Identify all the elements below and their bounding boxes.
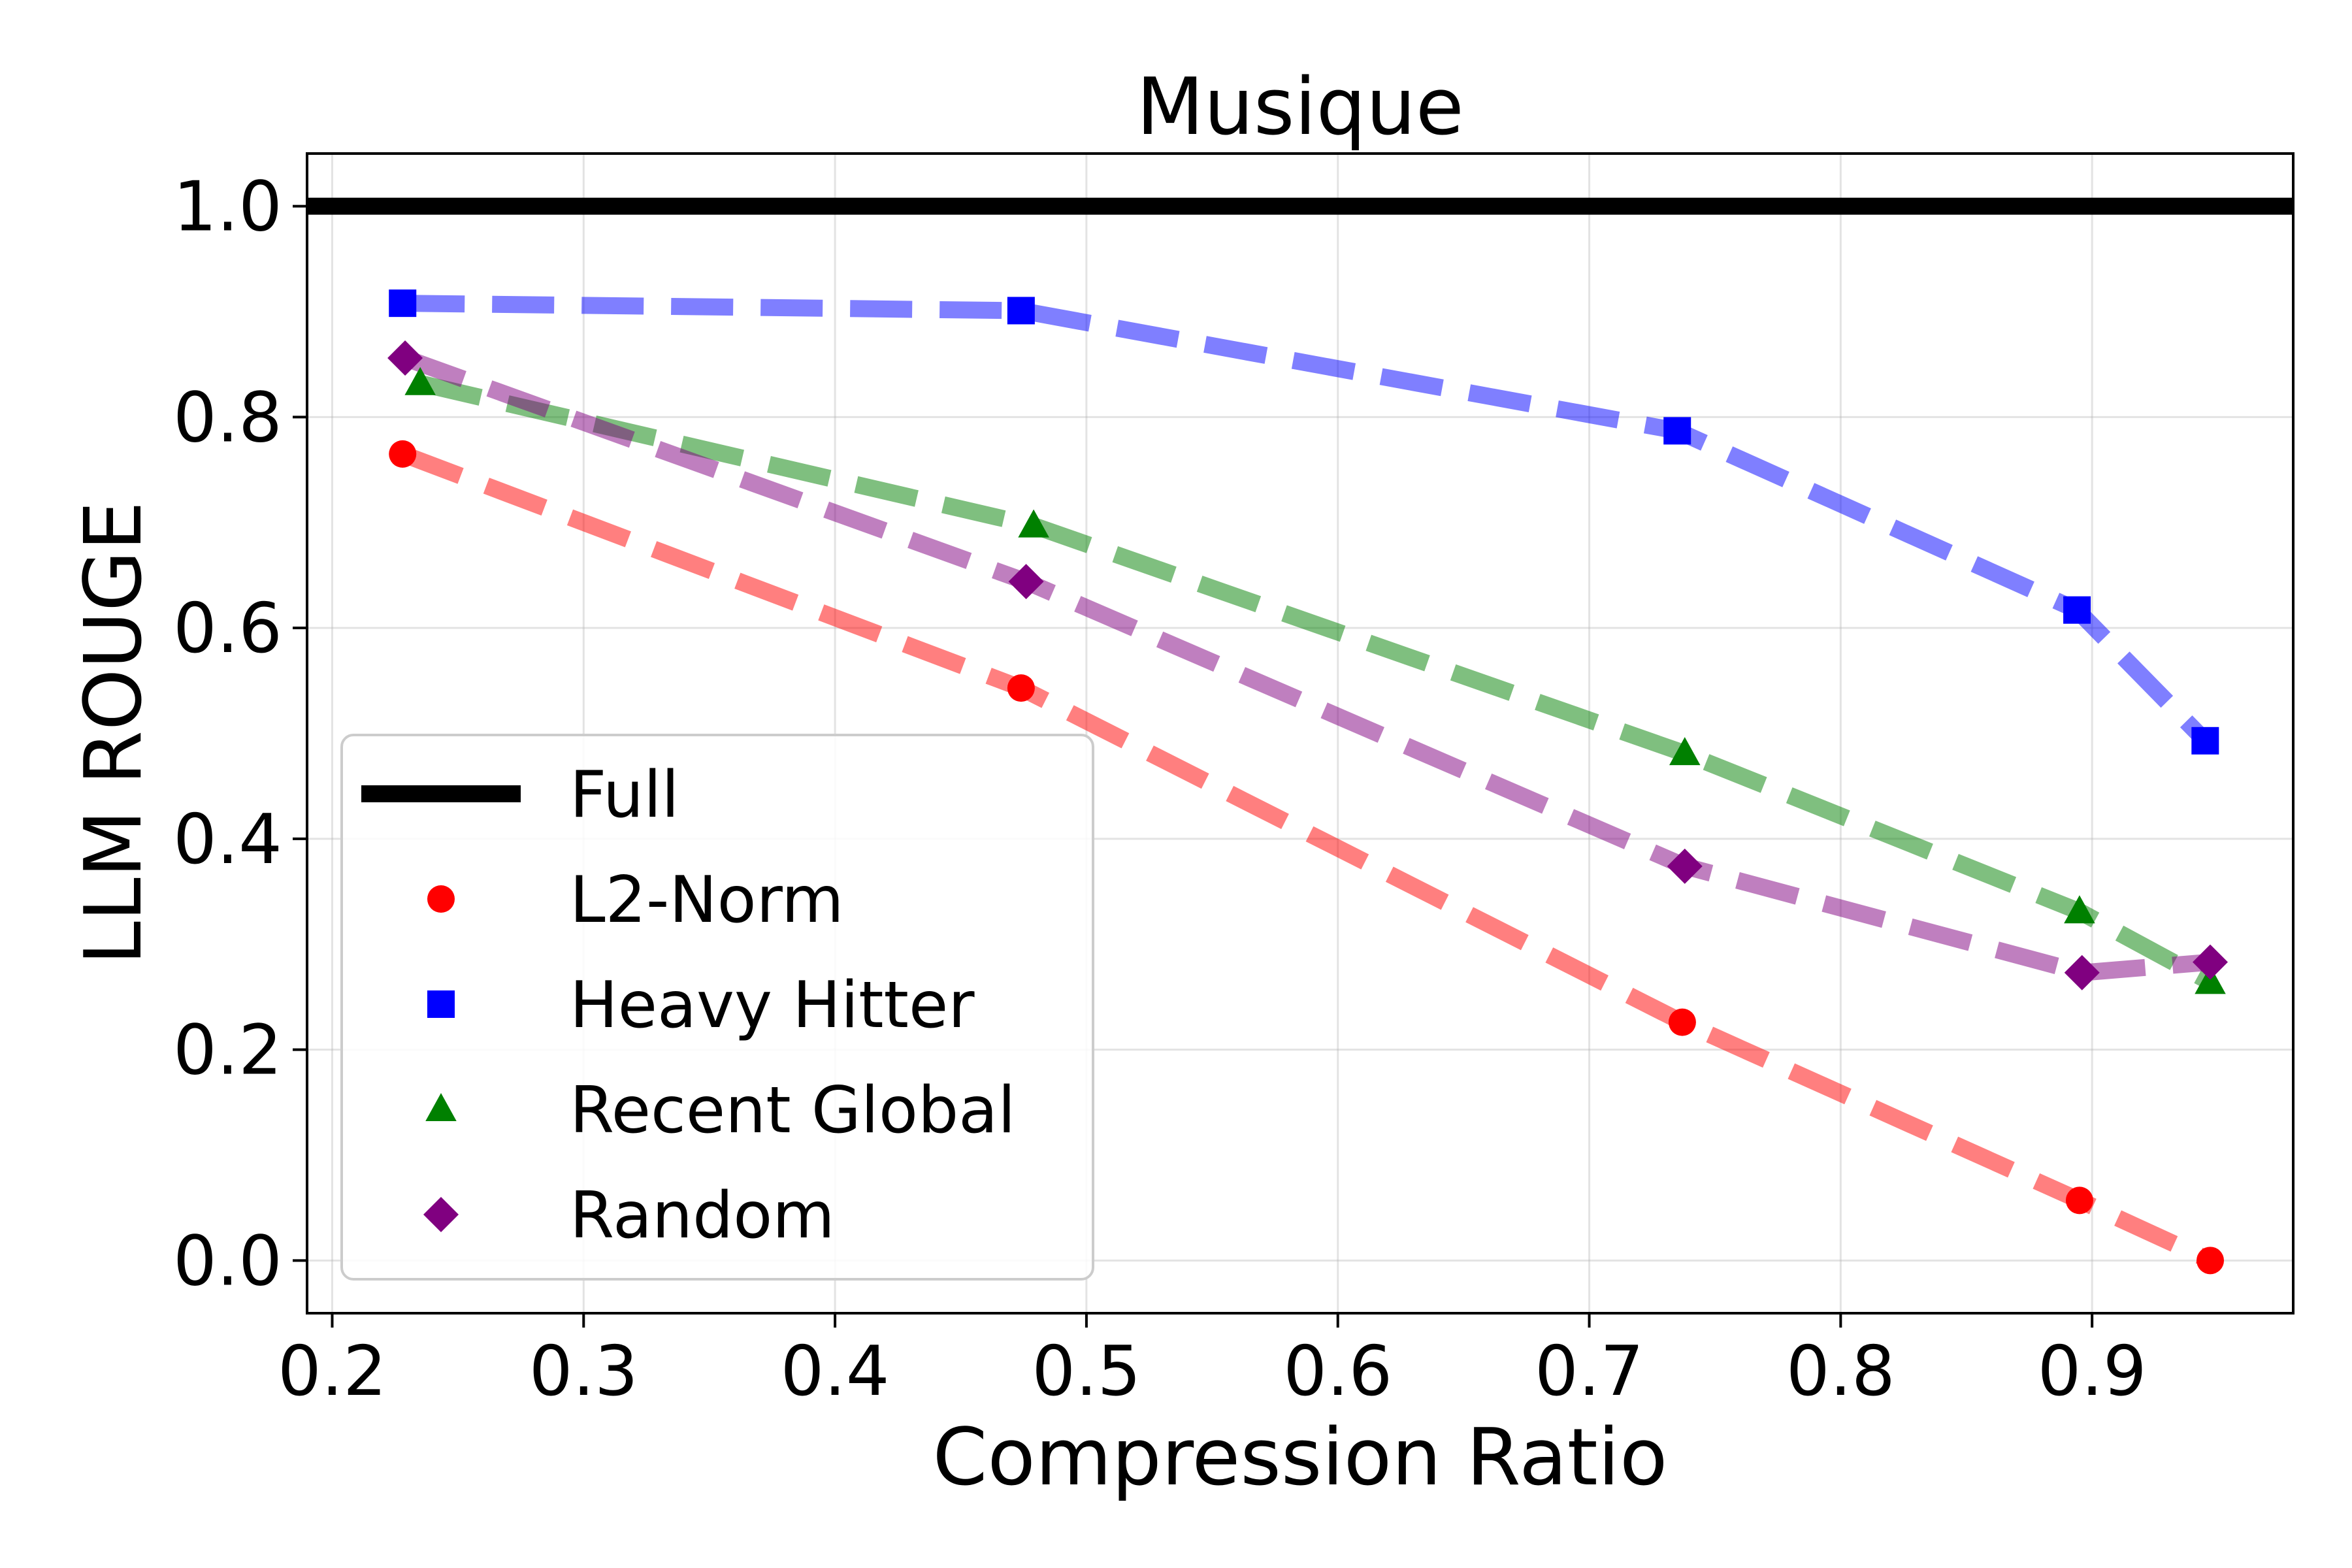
legend-label-random: Random: [570, 1179, 835, 1253]
y-tick-label: 0.4: [173, 800, 282, 879]
y-tick-label: 1.0: [173, 167, 282, 247]
data-point-random: [1008, 564, 1044, 600]
legend-label-l2-norm: L2-Norm: [570, 863, 844, 938]
data-point-heavy-hitter: [1007, 297, 1035, 325]
legend-swatch-recent-global: [425, 1093, 457, 1121]
plot-frame: [306, 152, 2295, 1315]
data-point-recent-global: [1018, 509, 1049, 538]
data-point-heavy-hitter: [1663, 417, 1691, 445]
x-tick-label: 0.8: [1786, 1331, 1895, 1411]
data-point-random: [387, 340, 423, 376]
x-tick-label: 0.7: [1535, 1331, 1644, 1411]
data-point-l2-norm: [2197, 1247, 2225, 1275]
series-line-recent-global: [418, 375, 2215, 990]
x-axis-label: Compression Ratio: [933, 1413, 1668, 1503]
legend-box: [340, 734, 1094, 1281]
y-tick-label: 0.0: [173, 1221, 282, 1301]
x-tick-label: 0.3: [529, 1331, 638, 1411]
data-point-recent-global: [1669, 737, 1701, 766]
legend-swatch-random: [423, 1197, 459, 1232]
legend: Full L2-Norm Heavy Hitter Recent Global Rand…: [340, 734, 1094, 1281]
y-tick-label: 0.2: [173, 1011, 282, 1090]
legend-label-recent-global: Recent Global: [570, 1073, 1015, 1148]
data-point-l2-norm: [1668, 1008, 1696, 1036]
x-tick-label: 0.9: [2038, 1331, 2147, 1411]
data-point-heavy-hitter: [2063, 596, 2091, 624]
data-point-l2-norm: [1007, 674, 1035, 702]
data-point-l2-norm: [389, 440, 417, 468]
legend-swatch-heavy-hitter: [427, 990, 455, 1018]
y-tick-label: 0.8: [173, 378, 282, 457]
chart-title: Musique: [1136, 62, 1464, 153]
legend-label-heavy-hitter: Heavy Hitter: [570, 968, 975, 1043]
data-point-heavy-hitter: [2191, 727, 2219, 755]
data-point-heavy-hitter: [389, 289, 417, 318]
data-point-random: [1667, 848, 1703, 884]
y-tick-label: 0.6: [173, 589, 282, 668]
series-layer: [307, 197, 2293, 1275]
x-tick-label: 0.5: [1032, 1331, 1141, 1411]
legend-label-full: Full: [570, 758, 679, 832]
x-tick-label: 0.2: [278, 1331, 387, 1411]
data-point-random: [2064, 955, 2100, 990]
data-point-recent-global: [404, 367, 436, 395]
legend-swatch-l2-norm: [427, 885, 455, 913]
x-tick-label: 0.6: [1283, 1331, 1392, 1411]
data-point-random: [2193, 944, 2229, 980]
ticks: 0.2 0.3 0.4 0.5 0.6 0.7 0.8 0.9 0.0 0.2 0.4 0.6 0.8 1…: [173, 167, 2147, 1411]
data-point-recent-global: [2195, 966, 2226, 994]
data-point-l2-norm: [2065, 1186, 2093, 1215]
data-point-recent-global: [2064, 895, 2095, 924]
y-axis-label: LLM ROUGE: [69, 501, 159, 965]
x-tick-label: 0.4: [781, 1331, 890, 1411]
